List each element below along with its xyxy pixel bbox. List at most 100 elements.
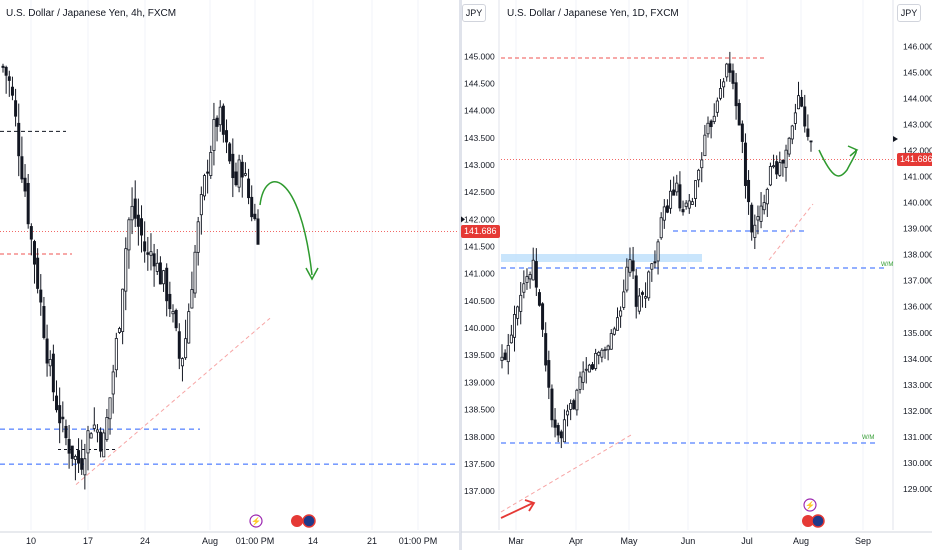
candle-down	[740, 123, 744, 142]
candle-down	[225, 130, 229, 143]
candle-up	[628, 259, 632, 273]
candle-up	[199, 194, 203, 216]
candle-up	[587, 364, 591, 373]
candle-down	[556, 425, 560, 436]
candle-down	[17, 122, 21, 157]
candle-down	[221, 105, 225, 135]
candle-up	[531, 259, 535, 281]
right-chart-pane[interactable]: JPY U.S. Dollar / Japanese Yen, 1D, FXCM…	[461, 0, 932, 550]
candle-up	[575, 389, 579, 411]
left-chart-pane[interactable]: U.S. Dollar / Japanese Yen, 4h, FXCM 10 1…	[0, 0, 461, 550]
red-arrow	[500, 502, 534, 519]
candle-up	[622, 291, 626, 308]
candle-up	[684, 202, 688, 207]
candle-down	[734, 82, 738, 107]
candle-down	[14, 100, 18, 117]
candle-down	[77, 450, 81, 464]
projection-arrow	[259, 181, 313, 276]
candle-up	[89, 433, 93, 439]
candle-up	[111, 371, 115, 395]
candle-up	[637, 295, 641, 312]
candle-up	[784, 149, 788, 168]
price-axis-tick: 144.000	[903, 93, 932, 103]
candle-up	[187, 311, 191, 344]
us-flag-icon	[802, 515, 814, 527]
projection-arrowhead	[847, 145, 859, 157]
candle-up	[712, 115, 716, 122]
price-axis-tick: 139.500	[464, 350, 495, 360]
candle-down	[743, 142, 747, 186]
price-axis-tick: 144.000	[464, 106, 495, 116]
candle-down	[250, 196, 254, 218]
axis-marker	[461, 216, 465, 223]
price-axis-tick: 141.000	[903, 172, 932, 182]
candle-up	[190, 289, 194, 309]
candle-down	[572, 400, 576, 410]
candle-up	[218, 106, 222, 126]
candle-down	[541, 303, 545, 330]
price-axis-tick: 142.500	[464, 187, 495, 197]
candle-up	[697, 169, 701, 181]
time-axis-label: Mar	[508, 536, 524, 546]
candle-up	[690, 201, 694, 205]
candle-up	[117, 328, 121, 333]
candle-down	[20, 156, 24, 180]
candle-down	[70, 445, 74, 459]
candle-up	[130, 205, 134, 221]
candle-down	[672, 189, 676, 196]
right-currency-chip[interactable]: JPY	[897, 4, 921, 22]
candle-down	[7, 76, 11, 81]
price-axis-tick: 145.000	[903, 67, 932, 77]
right-chart-canvas[interactable]: 145.000 144.500 144.000 143.500 143.000 142.5…	[461, 0, 932, 550]
candle-up	[102, 432, 106, 458]
candle-up	[787, 137, 791, 155]
left-chart-canvas[interactable]: 10 17 24 Aug 01:00 PM 14 21 01:00 PM ⚡	[0, 0, 461, 550]
price-axis-tick: 144.500	[464, 78, 495, 88]
candle-down	[32, 241, 36, 265]
wm-annotation: W/M	[862, 435, 874, 441]
candle-down	[256, 218, 260, 245]
candle-down	[634, 275, 638, 307]
time-axis-label: Apr	[569, 536, 583, 546]
price-axis-tick: 129.000	[903, 484, 932, 494]
candle-down	[728, 63, 732, 73]
candle-up	[718, 88, 722, 99]
candle-down	[231, 153, 235, 179]
candle-up	[700, 159, 704, 169]
candle-down	[23, 177, 27, 192]
price-axis-tick: 140.000	[464, 323, 495, 333]
candle-down	[750, 204, 754, 233]
price-axis-tick: 142.000	[903, 146, 932, 156]
price-axis-tick: 143.000	[464, 160, 495, 170]
candle-down	[775, 161, 779, 175]
projection-arrow	[818, 149, 858, 177]
candle-down	[215, 117, 219, 127]
candle-up	[509, 334, 513, 344]
price-axis-tick: 140.500	[464, 296, 495, 306]
candle-up	[768, 166, 772, 186]
time-axis-label: 24	[140, 536, 150, 546]
pane-divider[interactable]	[459, 0, 462, 550]
price-axis-tick: 138.500	[464, 405, 495, 415]
time-axis-label: 14	[308, 536, 318, 546]
candle-down	[206, 171, 210, 174]
time-axis-label: Jul	[741, 536, 753, 546]
candle-down	[547, 360, 551, 388]
candle-up	[581, 371, 585, 383]
candle-up	[725, 63, 729, 78]
candle-down	[800, 97, 804, 107]
candle-down	[58, 405, 62, 424]
candle-down	[10, 86, 14, 96]
candle-up	[669, 190, 673, 209]
left-currency-chip[interactable]: JPY	[462, 4, 486, 22]
time-axis-label: 01:00 PM	[399, 536, 438, 546]
candle-up	[127, 219, 131, 251]
candle-down	[177, 331, 181, 359]
candle-up	[722, 81, 726, 88]
candle-down	[747, 179, 751, 203]
candle-up	[656, 241, 660, 262]
candle-up	[86, 430, 90, 454]
candle-down	[665, 205, 669, 213]
us-flag-icon	[811, 514, 825, 528]
candle-down	[553, 419, 557, 428]
